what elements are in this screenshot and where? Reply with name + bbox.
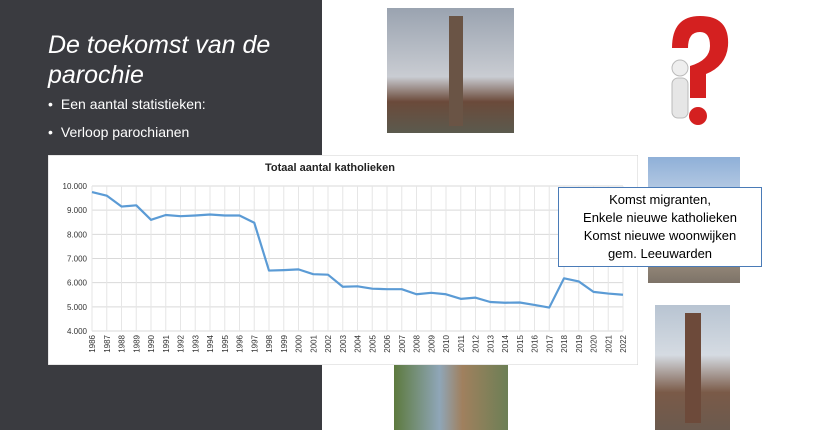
callout-line: Enkele nieuwe katholieken <box>559 209 761 227</box>
x-tick-label: 2014 <box>501 334 510 352</box>
x-tick-label: 2001 <box>309 334 318 352</box>
x-tick-label: 2008 <box>413 334 422 352</box>
x-tick-label: 2004 <box>354 334 363 352</box>
x-tick-label: 1993 <box>191 334 200 352</box>
x-tick-label: 2002 <box>324 334 333 352</box>
x-tick-label: 2007 <box>398 334 407 352</box>
chart: Totaal aantal katholieken 4.000 5.000 6.00… <box>48 155 638 365</box>
x-tick-label: 1997 <box>250 334 259 352</box>
slide-title: De toekomst van de parochie <box>48 30 308 90</box>
x-tick-label: 2011 <box>457 334 466 352</box>
question-mark-image <box>652 8 736 133</box>
basilica-photo <box>655 305 730 430</box>
church-photo <box>387 8 514 133</box>
x-tick-label: 1992 <box>177 334 186 352</box>
y-tick-label: 5.000 <box>67 303 88 312</box>
x-tick-label: 2017 <box>545 334 554 352</box>
bullet: Verloop parochianen <box>48 124 206 140</box>
x-tick-label: 2018 <box>560 334 569 352</box>
x-tick-label: 1994 <box>206 334 215 352</box>
y-tick-label: 7.000 <box>67 255 88 264</box>
x-tick-label: 1988 <box>118 334 127 352</box>
x-tick-label: 2006 <box>383 334 392 352</box>
x-tick-label: 1990 <box>147 334 156 352</box>
x-tick-label: 2009 <box>427 334 436 352</box>
x-tick-label: 1998 <box>265 334 274 352</box>
bullet: Een aantal statistieken: <box>48 96 206 112</box>
tower-photo <box>394 365 508 430</box>
x-tick-label: 2010 <box>442 334 451 352</box>
slide: De toekomst van de parochie Een aantal s… <box>0 0 813 430</box>
x-tick-label: 1989 <box>132 334 141 352</box>
callout-box: Komst migranten, Enkele nieuwe katholiek… <box>558 187 762 267</box>
y-tick-label: 4.000 <box>67 327 88 336</box>
callout-line: gem. Leeuwarden <box>559 245 761 263</box>
x-tick-label: 2020 <box>590 334 599 352</box>
callout-line: Komst nieuwe woonwijken <box>559 227 761 245</box>
x-tick-label: 1986 <box>88 334 97 352</box>
x-tick-label: 1999 <box>280 334 289 352</box>
x-tick-label: 2013 <box>486 334 495 352</box>
x-tick-label: 2005 <box>368 334 377 352</box>
x-tick-label: 2000 <box>295 334 304 352</box>
y-tick-label: 6.000 <box>67 279 88 288</box>
x-tick-label: 1995 <box>221 334 230 352</box>
callout-line: Komst migranten, <box>559 191 761 209</box>
x-tick-label: 2015 <box>516 334 525 352</box>
chart-title: Totaal aantal katholieken <box>265 162 395 174</box>
x-tick-label: 1996 <box>236 334 245 352</box>
y-tick-label: 10.000 <box>63 182 88 191</box>
x-tick-label: 2019 <box>575 334 584 352</box>
y-tick-label: 9.000 <box>67 206 88 215</box>
x-tick-label: 2021 <box>604 334 613 352</box>
y-tick-label: 8.000 <box>67 230 88 239</box>
x-tick-label: 2022 <box>619 334 628 352</box>
x-tick-label: 2012 <box>472 334 481 352</box>
x-tick-label: 1987 <box>103 334 112 352</box>
bullet-list: Een aantal statistieken: Verloop parochi… <box>48 96 206 152</box>
x-tick-label: 2016 <box>531 334 540 352</box>
x-tick-label: 1991 <box>162 334 171 352</box>
question-icon <box>652 8 736 133</box>
x-tick-label: 2003 <box>339 334 348 352</box>
